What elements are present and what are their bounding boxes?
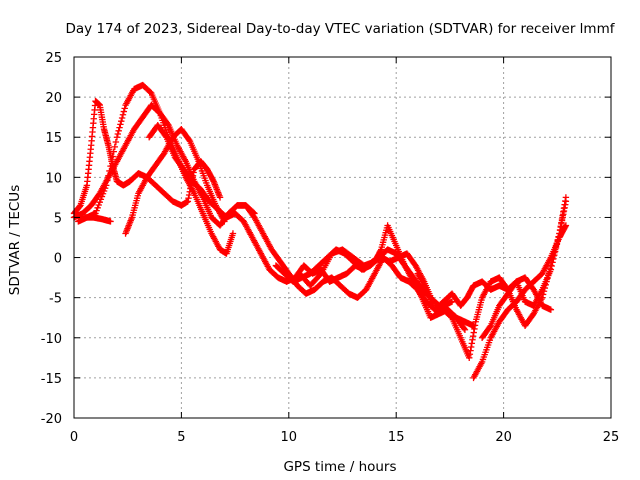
data-point [486, 323, 494, 331]
data-point [221, 218, 228, 225]
data-point [229, 230, 237, 237]
data-point [94, 204, 101, 212]
data-point [121, 105, 128, 112]
x-tick-label: 10 [281, 430, 298, 445]
data-point [93, 207, 100, 214]
data-point [118, 114, 126, 122]
data-point [118, 117, 125, 125]
axis-ticks: 0 5 10 15 20 25 -20 -15 -10 -5 0 5 10 15 20 25 [41, 51, 620, 445]
series-track-12 [470, 222, 570, 382]
data-point [103, 182, 110, 189]
y-tick-label: 25 [45, 51, 62, 66]
data-point [101, 184, 109, 192]
x-tick-label: 20 [495, 430, 512, 445]
data-point [544, 275, 551, 282]
data-point [104, 177, 111, 184]
series-track-9 [296, 222, 469, 333]
data-point [316, 271, 324, 279]
data-point [112, 138, 120, 146]
data-points [70, 81, 570, 382]
x-tick-label: 15 [388, 430, 405, 445]
data-point [460, 325, 468, 332]
y-axis-title: SDTVAR / TECUs [7, 185, 23, 295]
y-tick-label: -10 [41, 332, 62, 347]
grid-lines [74, 57, 611, 418]
data-point [115, 127, 122, 135]
data-point [100, 187, 108, 195]
data-point [107, 218, 114, 225]
y-tick-label: 0 [54, 252, 62, 267]
data-point [562, 198, 570, 205]
data-point [562, 222, 570, 229]
data-point [96, 199, 103, 206]
y-tick-label: -20 [41, 412, 62, 427]
x-axis-title: GPS time / hours [283, 459, 396, 475]
data-point [120, 108, 128, 115]
data-point [448, 298, 456, 305]
series-track-13 [478, 274, 555, 341]
data-point [114, 130, 122, 138]
data-point [545, 272, 552, 279]
data-point [95, 201, 102, 209]
data-point [164, 120, 171, 128]
data-point [541, 284, 549, 292]
series-track-4 [81, 214, 114, 225]
data-point [116, 124, 123, 131]
data-point [98, 193, 106, 200]
chart-title: Day 174 of 2023, Sidereal Day-to-day VTE… [66, 21, 616, 37]
y-tick-label: -5 [49, 292, 62, 307]
data-point [105, 172, 112, 179]
series-track-5 [122, 126, 228, 237]
data-point [543, 278, 550, 285]
data-point [113, 134, 121, 141]
data-point [461, 326, 469, 333]
data-point [110, 148, 117, 155]
data-point [117, 121, 124, 128]
data-point [111, 143, 119, 151]
data-point [540, 288, 548, 295]
data-point [108, 158, 115, 165]
data-point [119, 111, 127, 118]
data-point [545, 268, 553, 276]
data-point [99, 190, 107, 197]
data-point [97, 196, 105, 203]
y-tick-label: -15 [41, 372, 62, 387]
y-tick-label: 10 [45, 171, 62, 186]
data-point [162, 132, 169, 140]
y-tick-label: 20 [45, 91, 62, 106]
x-tick-label: 25 [603, 430, 620, 445]
plot-frame [73, 56, 612, 419]
series-track-11 [440, 198, 570, 362]
data-point [107, 162, 114, 170]
y-tick-label: 5 [54, 211, 62, 226]
y-tick-label: 15 [45, 131, 62, 146]
data-point [185, 136, 193, 144]
data-point [539, 291, 547, 298]
x-tick-label: 5 [177, 430, 185, 445]
data-point [109, 153, 116, 160]
data-point [542, 281, 549, 289]
data-point [216, 194, 224, 201]
data-point [106, 167, 113, 175]
data-point [547, 306, 555, 313]
x-tick-label: 0 [70, 430, 78, 445]
